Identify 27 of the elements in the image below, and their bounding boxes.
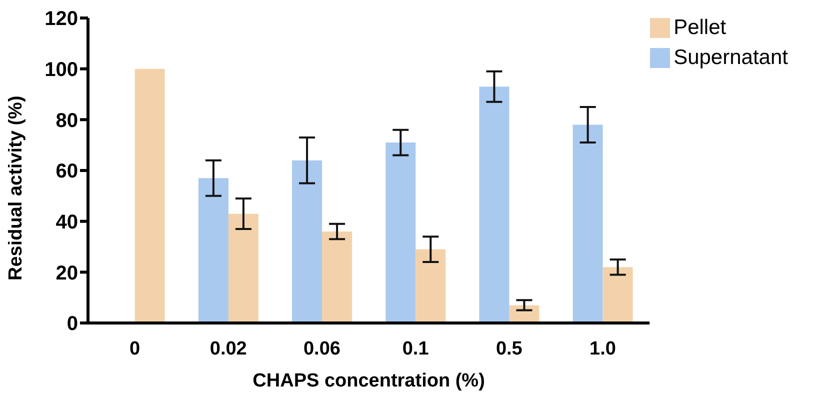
bar [292, 160, 322, 323]
bar [134, 68, 165, 323]
x-tick-label: 1.0 [590, 338, 616, 360]
y-tick-label: 120 [44, 8, 78, 30]
x-tick-label: 0.5 [496, 338, 523, 360]
bar [602, 267, 633, 323]
bar [322, 232, 352, 323]
y-tick-label: 100 [44, 58, 78, 81]
x-tick-label: 0.1 [402, 338, 430, 360]
bar [386, 142, 416, 323]
bar [572, 124, 603, 323]
y-tick-label: 0 [66, 313, 78, 336]
y-tick-label: 60 [56, 160, 78, 183]
bar [228, 214, 258, 323]
legend-label: Pellet [674, 16, 726, 39]
y-tick-label: 40 [56, 211, 78, 234]
y-axis-title: Residual activity (%) [6, 96, 27, 280]
x-tick-label: 0.06 [303, 338, 340, 360]
x-axis-title: CHAPS concentration (%) [252, 370, 485, 392]
bar [198, 178, 228, 323]
y-tick-label: 20 [56, 262, 78, 284]
x-tick-label: 0.02 [210, 338, 247, 360]
bar [416, 249, 446, 323]
y-tick-label: 80 [56, 110, 78, 132]
x-tick-label: 0 [130, 338, 140, 360]
legend-label: Supernatant [674, 46, 788, 69]
bar [479, 86, 510, 323]
